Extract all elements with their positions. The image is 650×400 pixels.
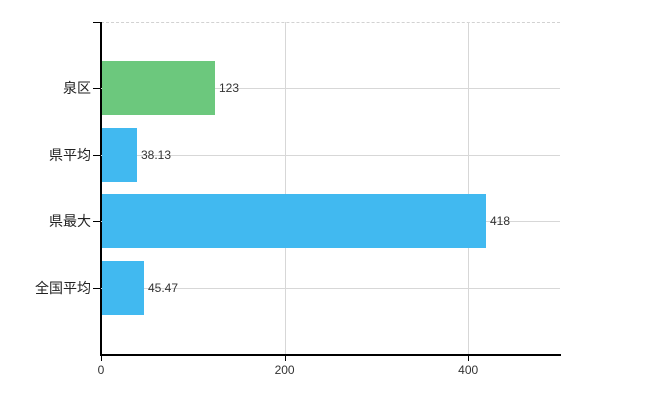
- x-axis-tick: [284, 356, 286, 361]
- category-label: 泉区: [63, 80, 91, 96]
- gridline-vertical: [468, 22, 470, 354]
- value-label: 38.13: [141, 148, 172, 162]
- x-axis-tick: [468, 356, 470, 361]
- bar[interactable]: [102, 261, 144, 315]
- category-label: 県平均: [49, 147, 91, 163]
- y-axis-tick: [93, 88, 101, 89]
- category-label: 県最大: [49, 213, 91, 229]
- gridline-horizontal: [101, 88, 560, 89]
- bar[interactable]: [102, 61, 215, 115]
- y-axis-line: [100, 22, 102, 354]
- x-axis-tick: [101, 356, 102, 361]
- y-axis-tick: [93, 22, 101, 23]
- x-tick-label: 0: [97, 363, 105, 377]
- gridline-horizontal: [101, 155, 560, 156]
- y-axis-tick: [93, 155, 101, 156]
- gridline-vertical: [284, 22, 286, 354]
- y-axis-tick: [93, 221, 101, 222]
- bar[interactable]: [102, 194, 486, 248]
- plot-area: [101, 22, 560, 354]
- x-tick-label: 400: [458, 363, 479, 377]
- value-label: 123: [219, 81, 240, 95]
- value-label: 418: [490, 214, 511, 228]
- x-axis-line: [100, 354, 561, 356]
- value-label: 45.47: [148, 281, 179, 295]
- gridline-horizontal: [101, 288, 560, 289]
- x-tick-label: 200: [274, 363, 295, 377]
- bar[interactable]: [102, 128, 137, 182]
- y-axis-tick: [93, 288, 101, 289]
- category-label: 全国平均: [35, 280, 91, 296]
